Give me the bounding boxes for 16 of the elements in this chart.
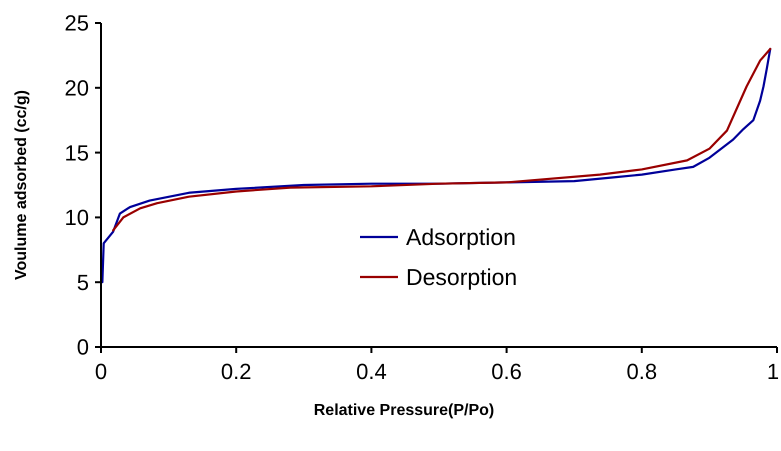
- y-tick-label: 15: [64, 140, 89, 166]
- x-tick-label: 0: [94, 359, 108, 384]
- legend-label: Adsorption: [406, 224, 516, 250]
- legend-label: Desorption: [406, 264, 518, 290]
- x-tick-label: 0.6: [491, 359, 522, 384]
- x-axis-title: Relative Pressure(P/Po): [314, 402, 494, 419]
- x-tick-label: 1: [766, 359, 780, 384]
- y-tick-label: 0: [76, 334, 89, 360]
- y-tick-label: 25: [64, 10, 89, 36]
- y-tick-label: 20: [64, 76, 89, 100]
- y-tick-label: 5: [76, 270, 89, 295]
- y-axis-title: Voulume adsorbed (cc/g): [13, 90, 30, 280]
- x-tick-label: 0.8: [626, 359, 658, 384]
- y-tick-label: 10: [64, 205, 89, 230]
- x-tick-label: 0.4: [356, 359, 387, 384]
- x-tick-label: 0.2: [220, 359, 252, 384]
